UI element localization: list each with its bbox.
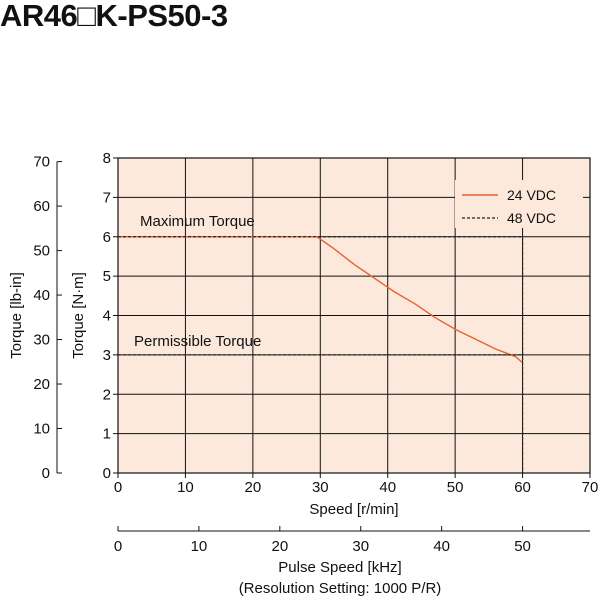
secondary-y-tick-label: 10 xyxy=(33,421,50,438)
secondary-x-tick-label: 40 xyxy=(433,538,450,555)
legend-label-24vdc: 24 VDC xyxy=(507,187,556,203)
secondary-x-axis-label: Pulse Speed [kHz] xyxy=(278,559,401,576)
y-tick-label: 1 xyxy=(103,426,111,443)
y-tick-label: 4 xyxy=(103,308,111,325)
secondary-x-tick-label: 10 xyxy=(191,538,208,555)
secondary-y-tick-label: 60 xyxy=(33,198,50,215)
x-tick-label: 30 xyxy=(312,479,329,496)
secondary-y-tick-label: 40 xyxy=(33,287,50,304)
y-tick-label: 0 xyxy=(103,465,111,482)
secondary-x-tick-label: 0 xyxy=(114,538,122,555)
x-tick-label: 0 xyxy=(114,479,122,496)
maximum-torque-label: Maximum Torque xyxy=(140,213,255,230)
x-tick-label: 70 xyxy=(582,479,599,496)
permissible-torque-label: Permissible Torque xyxy=(134,333,261,350)
y-axis-label: Torque [N·m] xyxy=(70,272,87,359)
secondary-y-tick-label: 20 xyxy=(33,376,50,393)
legend-label-48vdc: 48 VDC xyxy=(507,210,556,226)
secondary-x-axis-note: (Resolution Setting: 1000 P/R) xyxy=(239,580,442,597)
secondary-x-tick-label: 20 xyxy=(271,538,288,555)
secondary-y-tick-label: 30 xyxy=(33,332,50,349)
y-tick-label: 6 xyxy=(103,229,111,246)
series-48vdc-line xyxy=(118,236,524,473)
page-title: AR46□K-PS50-3 xyxy=(0,0,228,33)
x-tick-label: 20 xyxy=(245,479,262,496)
secondary-x-tick-label: 50 xyxy=(514,538,531,555)
x-axis-label: Speed [r/min] xyxy=(309,501,398,518)
x-tick-label: 10 xyxy=(177,479,194,496)
x-tick-label: 60 xyxy=(514,479,531,496)
secondary-y-axis-label: Torque [lb-in] xyxy=(8,272,25,359)
y-tick-label: 5 xyxy=(103,268,111,285)
y-tick-label: 8 xyxy=(103,150,111,167)
series-24vdc-line xyxy=(118,236,524,364)
x-tick-label: 40 xyxy=(379,479,396,496)
secondary-y-tick-label: 70 xyxy=(33,154,50,171)
y-tick-label: 2 xyxy=(103,386,111,403)
x-tick-label: 50 xyxy=(447,479,464,496)
secondary-x-tick-label: 30 xyxy=(352,538,369,555)
legend-box xyxy=(455,180,583,228)
y-tick-label: 3 xyxy=(103,347,111,364)
y-tick-label: 7 xyxy=(103,189,111,206)
secondary-y-tick-label: 0 xyxy=(42,465,50,482)
secondary-y-tick-label: 50 xyxy=(33,243,50,260)
